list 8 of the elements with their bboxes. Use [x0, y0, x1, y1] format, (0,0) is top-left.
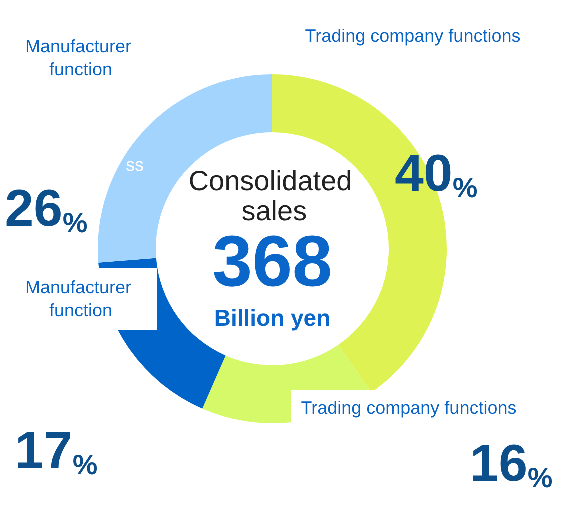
data-label: 17% [15, 422, 98, 480]
slice-label: Manufacturer function [25, 36, 137, 80]
slice-label: Trading company functions [301, 398, 517, 418]
text: ss [126, 155, 144, 175]
slice-label: Trading company functions [305, 26, 521, 46]
slice-label: Manufacturer function [25, 278, 137, 320]
data-label: 26% [5, 180, 88, 238]
data-label: 16% [470, 435, 553, 494]
